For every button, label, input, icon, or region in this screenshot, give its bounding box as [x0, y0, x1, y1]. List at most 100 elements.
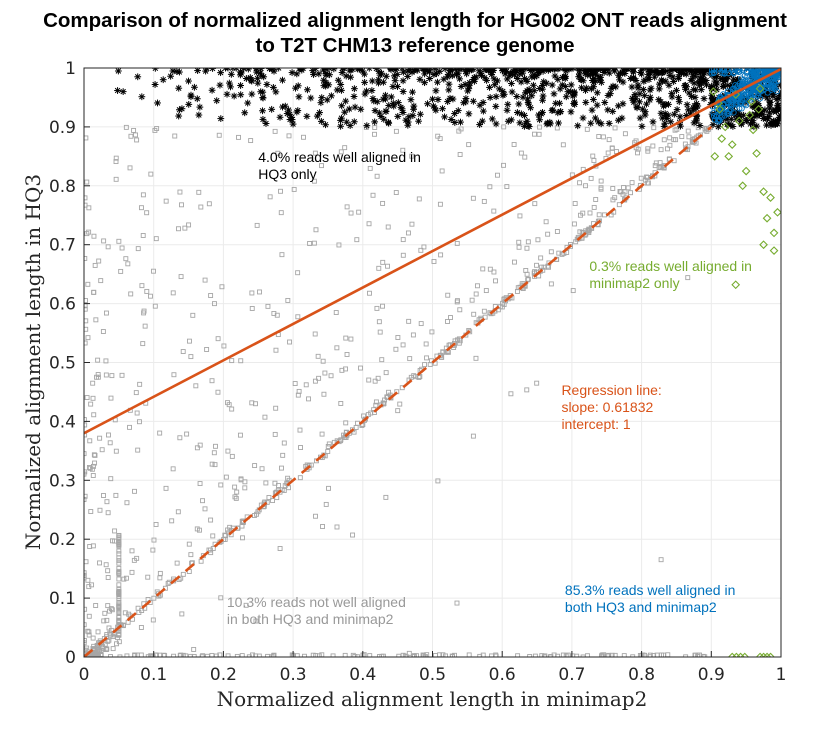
hq3-only-point [683, 83, 690, 91]
hq3-only-point [616, 76, 623, 84]
neither-point [418, 321, 424, 327]
asterisk-stroke [395, 99, 402, 106]
asterisk-stroke [191, 84, 198, 91]
neither-point [248, 138, 254, 144]
asterisk-stroke [615, 117, 622, 123]
hq3-only-point [432, 87, 440, 95]
neither-point [170, 290, 176, 296]
asterisk-stroke [243, 75, 250, 82]
neither-point [103, 372, 109, 378]
asterisk-stroke [629, 84, 635, 90]
hq3-only-point [605, 119, 613, 127]
asterisk-stroke [700, 68, 706, 74]
neither-point [301, 134, 306, 140]
neither-point [229, 358, 235, 364]
hq3-only-point [347, 73, 355, 81]
asterisk-stroke [433, 88, 439, 94]
neither-point [91, 452, 97, 458]
hq3-only-point [178, 105, 186, 113]
hq3-only-point [555, 119, 562, 127]
asterisk-stroke [318, 118, 325, 125]
asterisk-stroke [487, 94, 493, 101]
hq3-only-point [492, 120, 500, 128]
neither-point [180, 349, 186, 354]
asterisk-stroke [707, 68, 713, 73]
neither-point [361, 413, 367, 419]
hq3-only-point [138, 93, 146, 101]
neither-point [193, 383, 199, 389]
asterisk-stroke [557, 86, 563, 92]
neither-point [554, 125, 560, 131]
asterisk-stroke [357, 106, 364, 113]
asterisk-stroke [594, 102, 600, 108]
asterisk-stroke [676, 98, 683, 105]
hq3-only-point [227, 70, 235, 78]
neither-point [570, 288, 576, 294]
asterisk-stroke [253, 69, 260, 75]
neither-point [270, 653, 276, 657]
neither-point [374, 305, 380, 311]
hq3-only-point [248, 90, 256, 98]
hq3-only-point [369, 95, 377, 102]
asterisk-stroke [380, 79, 387, 86]
hq3-only-point [445, 86, 453, 94]
asterisk-stroke [260, 95, 266, 101]
hq3-only-point [230, 92, 238, 100]
asterisk-stroke [352, 104, 358, 110]
asterisk-stroke [671, 111, 678, 117]
asterisk-stroke [675, 74, 682, 80]
neither-point [455, 298, 460, 304]
asterisk-stroke [648, 85, 654, 92]
asterisk-stroke [175, 113, 182, 119]
neither-point [610, 186, 616, 191]
asterisk-stroke [606, 120, 612, 127]
neither-point [532, 653, 538, 657]
neither-point [113, 492, 119, 498]
asterisk-stroke [134, 74, 141, 80]
asterisk-stroke [692, 87, 699, 93]
asterisk-stroke [580, 115, 586, 121]
asterisk-stroke [446, 87, 452, 93]
neither-point [338, 401, 344, 406]
asterisk-stroke [629, 95, 636, 102]
hq3-only-point [453, 71, 460, 78]
hq3-only-point [670, 110, 678, 118]
neither-point [279, 465, 284, 471]
asterisk-stroke [433, 107, 439, 113]
neither-point [151, 595, 157, 601]
neither-point [105, 638, 111, 644]
neither-point [153, 236, 159, 242]
neither-point [128, 133, 134, 139]
hq3-only-point [154, 99, 161, 107]
hq3-only-point [279, 76, 286, 84]
neither-point [84, 135, 89, 141]
neither-point [123, 124, 129, 130]
asterisk-stroke [538, 111, 545, 117]
neither-point [577, 180, 583, 186]
neither-point [88, 401, 94, 407]
hq3-only-point [434, 78, 441, 86]
neither-point [110, 646, 116, 652]
asterisk-stroke [583, 99, 589, 106]
neither-point [95, 629, 101, 635]
asterisk-stroke [197, 104, 203, 110]
hq3-only-point [481, 74, 489, 82]
asterisk-stroke [656, 86, 662, 92]
asterisk-stroke [568, 109, 574, 115]
asterisk-stroke [436, 68, 443, 75]
hq3-only-point [694, 68, 702, 73]
neither-point [256, 653, 262, 657]
neither-point [137, 381, 143, 387]
neither-point [119, 372, 125, 378]
asterisk-stroke [520, 68, 526, 72]
asterisk-stroke [684, 101, 690, 108]
neither-point [291, 186, 297, 192]
asterisk-stroke [406, 68, 413, 73]
neither-point [281, 440, 287, 446]
hq3-only-point [583, 68, 591, 75]
neither-point [504, 184, 510, 190]
neither-point [257, 289, 262, 295]
asterisk-stroke [431, 71, 437, 78]
neither-point [178, 274, 184, 280]
neither-point [456, 340, 462, 346]
